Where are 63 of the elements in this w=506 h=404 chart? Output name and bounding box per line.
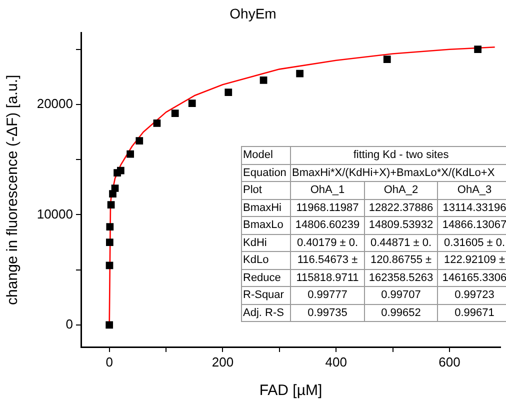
annotation: 0.31605 ± 0. xyxy=(438,234,506,252)
x-tick-label: 200 xyxy=(212,354,234,370)
annotation: 115818.9711 xyxy=(290,269,364,286)
annotation: 0.99671 xyxy=(438,304,506,322)
y-tick-label: 10000 xyxy=(36,206,73,222)
annotation: BmaxHi*X/(KdHi+X)+BmaxLo*X/(KdLo+X xyxy=(290,164,506,182)
annotation: 0.44871 ± 0. xyxy=(364,234,438,252)
annotation: 116.54673 ± xyxy=(290,252,364,269)
annotation: fitting Kd - two sites xyxy=(290,146,506,164)
y-axis-title: change in fluorescence (-ΔF) [a.u.] xyxy=(4,74,22,305)
point xyxy=(106,321,114,329)
point xyxy=(296,70,304,78)
annotation: Model xyxy=(242,146,290,164)
point xyxy=(383,56,391,63)
annotation: Adj. R-S xyxy=(242,304,290,322)
annotation: OhA_1 xyxy=(290,182,364,199)
annotation: 0.40179 ± 0. xyxy=(290,234,364,252)
point xyxy=(474,46,482,54)
chart-title: OhyEm xyxy=(230,5,276,22)
annotation: 162358.5263 xyxy=(364,269,438,286)
point xyxy=(224,88,232,96)
point xyxy=(106,238,114,246)
annotation: OhA_3 xyxy=(438,182,506,199)
y-tick-label: 20000 xyxy=(36,96,73,112)
point xyxy=(117,166,124,174)
point xyxy=(260,76,268,84)
x-tick-label: 400 xyxy=(325,354,347,370)
annotation: 0.99735 xyxy=(290,304,364,322)
x-axis-title: FAD [µM] xyxy=(259,382,322,400)
point xyxy=(106,223,114,231)
annotation: 0.99652 xyxy=(364,304,438,322)
annotation: 0.99707 xyxy=(364,286,438,304)
x-tick-label: 0 xyxy=(106,354,113,370)
annotation: Reduce xyxy=(242,269,290,286)
point xyxy=(188,100,196,108)
annotation: 14809.53932 xyxy=(364,216,438,234)
annotation: 14806.60239 xyxy=(290,216,364,234)
point xyxy=(171,110,179,117)
annotation: 120.86755 ± xyxy=(364,252,438,269)
point xyxy=(107,201,115,208)
point xyxy=(111,184,119,192)
annotation: 0.99777 xyxy=(290,286,364,304)
annotation: Equation xyxy=(242,164,290,182)
annotation: 146165.3306 xyxy=(438,269,506,286)
annotation: 11968.11987 xyxy=(290,199,364,216)
annotation: 0.99723 xyxy=(438,286,506,304)
annotation: 13114.33196 xyxy=(438,199,506,216)
annotation: R-Squar xyxy=(242,286,290,304)
point xyxy=(136,137,144,145)
annotation: BmaxLo xyxy=(242,216,290,234)
annotation: KdLo xyxy=(242,252,290,269)
annotation: OhA_2 xyxy=(364,182,438,199)
annotation: 12822.37886 xyxy=(364,199,438,216)
point xyxy=(106,262,114,270)
point xyxy=(153,120,161,127)
annotation: 122.92109 ± xyxy=(438,252,506,269)
annotation: KdHi xyxy=(242,234,290,252)
x-tick-label: 600 xyxy=(438,354,460,370)
annotation: 14866.13067 xyxy=(438,216,506,234)
annotation: BmaxHi xyxy=(242,199,290,216)
point xyxy=(126,150,134,158)
annotation: Plot xyxy=(242,182,290,199)
y-tick-label: 0 xyxy=(66,316,73,332)
